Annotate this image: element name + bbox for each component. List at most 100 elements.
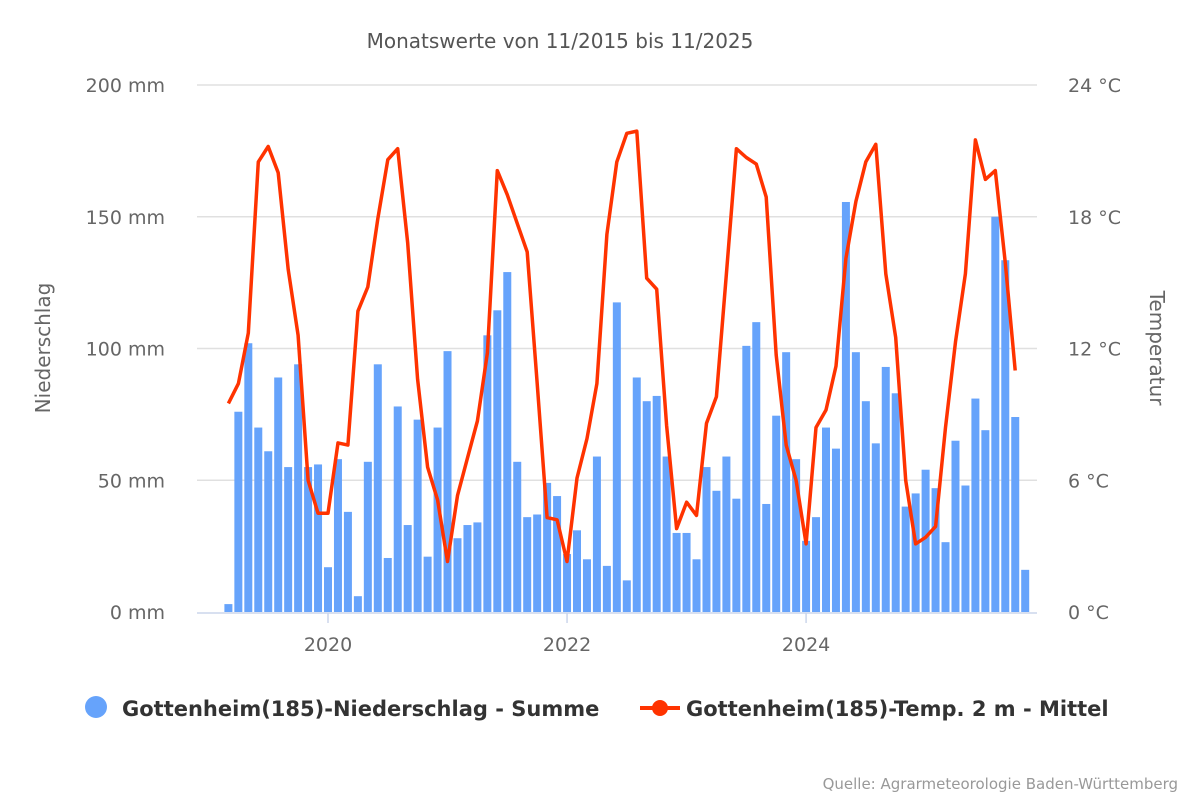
bar[interactable] [822,427,830,612]
bar[interactable] [523,517,532,612]
bar[interactable] [244,343,253,612]
y-left-axis-title: Niederschlag [31,283,55,414]
bar[interactable] [433,427,442,612]
bar[interactable] [443,351,452,612]
bar[interactable] [543,482,552,612]
bar[interactable] [941,542,950,612]
bar[interactable] [1001,260,1010,612]
bar[interactable] [224,604,233,612]
bar[interactable] [274,377,283,612]
bar[interactable] [533,514,542,612]
bar[interactable] [602,565,611,612]
bar[interactable] [234,411,243,612]
bar[interactable] [483,335,492,612]
y-left-tick-label: 200 mm [86,75,165,97]
bar[interactable] [363,461,372,612]
bar[interactable] [831,448,840,612]
bar[interactable] [841,201,850,612]
bar[interactable] [493,310,502,612]
bar[interactable] [294,364,303,612]
bar[interactable] [881,366,890,612]
bar[interactable] [333,459,342,612]
bar[interactable] [573,530,581,612]
source-credit[interactable]: Quelle: Agrarmeteorologie Baden-Württemb… [823,775,1178,793]
bar[interactable] [981,430,990,612]
bar[interactable] [353,596,362,612]
bar[interactable] [582,559,591,612]
bar[interactable] [921,469,930,612]
legend-marker-bar [85,696,107,718]
bar[interactable] [423,556,432,612]
bar[interactable] [752,322,761,612]
bar[interactable] [254,427,263,612]
bar[interactable] [662,456,671,612]
bar[interactable] [971,398,980,612]
bar[interactable] [742,345,751,612]
bar[interactable] [961,485,970,612]
bar[interactable] [911,493,920,612]
bar[interactable] [632,377,641,612]
bar[interactable] [792,459,801,612]
bar[interactable] [324,567,332,612]
axes: 0 mm 50 mm 100 mm 150 mm 200 mm 0 °C 6 °C 12 °C… [86,75,1121,656]
bar[interactable] [513,461,522,612]
bar[interactable] [672,532,681,612]
bar[interactable] [642,401,651,612]
bar[interactable] [702,467,711,612]
bar[interactable] [931,488,940,612]
bar[interactable] [383,557,392,612]
bar[interactable] [264,451,273,612]
bar[interactable] [612,302,621,612]
bar[interactable] [553,496,562,612]
bar[interactable] [851,352,860,612]
y-left-tick-label: 100 mm [86,339,165,361]
bar[interactable] [413,419,422,612]
y-left-tick-label: 0 mm [110,602,165,624]
bar[interactable] [463,525,472,612]
x-tick-label: 2020 [304,634,352,656]
legend-item-niederschlag[interactable]: Gottenheim(185)-Niederschlag - Summe [85,696,599,721]
bar[interactable] [652,395,661,612]
y-right-tick-label: 18 °C [1068,207,1121,229]
bar[interactable] [473,522,482,612]
y-right-axis-title: Temperatur [1145,290,1169,407]
y-left-tick-label: 150 mm [86,207,165,229]
bar[interactable] [901,506,910,612]
bar[interactable] [732,498,741,612]
bar[interactable] [782,352,791,612]
x-tick-label: 2022 [543,634,591,656]
bar[interactable] [772,415,781,612]
bar[interactable] [622,580,631,612]
bar[interactable] [722,456,731,612]
bar[interactable] [802,540,811,612]
bar[interactable] [712,490,721,612]
bar[interactable] [682,532,691,612]
bar[interactable] [762,503,771,612]
bar[interactable] [393,406,402,612]
bar[interactable] [871,443,880,612]
bar[interactable] [692,559,701,612]
bar[interactable] [304,467,313,612]
bar[interactable] [314,464,323,612]
legend-item-temperatur[interactable]: Gottenheim(185)-Temp. 2 m - Mittel [640,697,1109,721]
bar[interactable] [592,456,601,612]
bar[interactable] [563,554,572,612]
bar[interactable] [991,216,1000,612]
bar[interactable] [503,272,512,612]
y-right-tick-label: 0 °C [1068,602,1109,624]
chart-title: Monatswerte von 11/2015 bis 11/2025 [367,29,754,53]
temperature-line[interactable] [226,129,1017,564]
bar[interactable] [403,525,412,612]
bar[interactable] [812,517,821,612]
line-series [226,129,1017,564]
bar[interactable] [1011,417,1020,612]
bar[interactable] [284,467,293,612]
bar[interactable] [343,511,352,612]
bar[interactable] [453,538,462,612]
bar[interactable] [891,393,900,612]
bar[interactable] [373,364,382,612]
bar[interactable] [1021,569,1030,612]
bar[interactable] [861,401,870,612]
bar[interactable] [951,440,960,612]
